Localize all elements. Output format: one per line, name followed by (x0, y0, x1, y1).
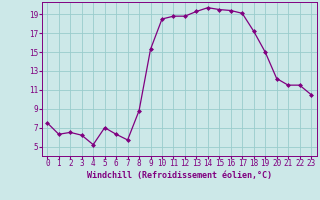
X-axis label: Windchill (Refroidissement éolien,°C): Windchill (Refroidissement éolien,°C) (87, 171, 272, 180)
